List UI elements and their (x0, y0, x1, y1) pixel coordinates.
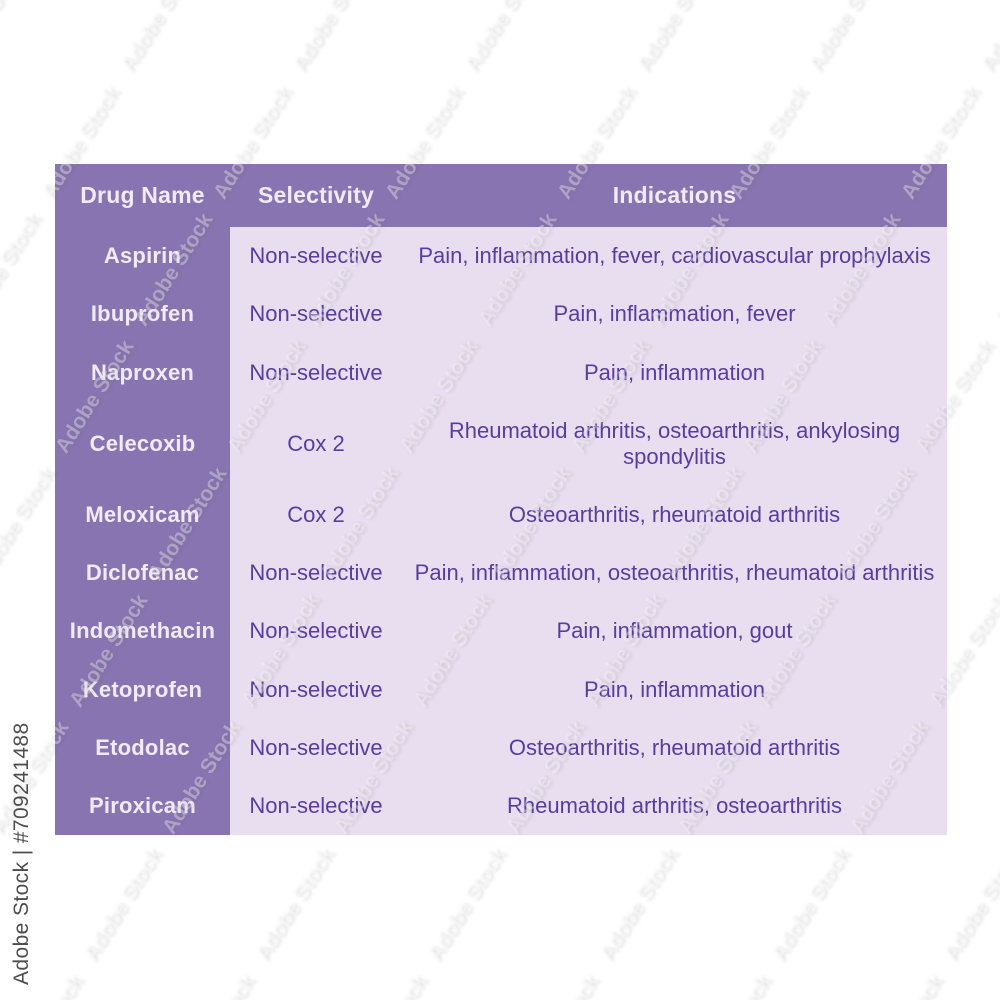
indications-cell: Pain, inflammation, fever (553, 301, 796, 327)
indications-cell: Osteoarthritis, rheumatoid arthritis (508, 734, 841, 760)
watermark-tile: Adobe Stock (288, 0, 376, 77)
drug-name-cell: Ibuprofen (55, 285, 230, 344)
watermark-tile: Adobe Stock (595, 844, 683, 966)
drug-name-cell: Diclofenac (55, 544, 230, 603)
table-row: Celecoxib Cox 2 Rheumatoid arthritis, os… (55, 401, 947, 486)
selectivity-cell: Non-selective (249, 243, 383, 269)
drug-name-cell: Celecoxib (55, 401, 230, 486)
drug-name-cell: Etodolac (55, 718, 230, 777)
watermark-tile: Adobe Stock (460, 0, 548, 77)
watermark-tile: Adobe Stock (423, 844, 511, 966)
watermark-tile: Adobe Stock (79, 844, 167, 966)
selectivity-cell: Non-selective (249, 676, 383, 702)
selectivity-cell: Non-selective (249, 792, 383, 818)
header-cell-selectivity: Selectivity (258, 182, 374, 208)
table-row: Indomethacin Non-selective Pain, inflamm… (55, 602, 947, 661)
watermark-tile: Adobe Stock (990, 209, 1000, 331)
header-cell-indications: Indications (612, 182, 737, 208)
watermark-tile: Adobe Stock (688, 971, 776, 1000)
drug-name-cell: Meloxicam (55, 485, 230, 545)
drug-name-cell: Naproxen (55, 343, 230, 402)
indications-cell: Rheumatoid arthritis, osteoarthritis (506, 792, 843, 818)
selectivity-cell: Non-selective (249, 734, 383, 760)
selectivity-cell: Cox 2 (287, 501, 345, 527)
stock-credit-watermark: Adobe Stock | #709241488 (10, 722, 33, 985)
table-row: Ibuprofen Non-selective Pain, inflammati… (55, 285, 947, 344)
watermark-tile: Adobe Stock (767, 844, 855, 966)
selectivity-cell: Non-selective (249, 618, 383, 644)
selectivity-cell: Non-selective (249, 301, 383, 327)
drug-name-cell: Piroxicam (55, 776, 230, 836)
watermark-tile: Adobe Stock (804, 0, 892, 77)
table-header-row: Drug Name Selectivity Indications (55, 164, 947, 227)
selectivity-cell: Non-selective (249, 560, 383, 586)
table-row: Naproxen Non-selective Pain, inflammatio… (55, 343, 947, 402)
nsaid-drug-table: Drug Name Selectivity Indications Aspiri… (55, 164, 947, 836)
watermark-tile: Adobe Stock (632, 0, 720, 77)
table-row: Diclofenac Non-selective Pain, inflammat… (55, 544, 947, 603)
watermark-tile: Adobe Stock (116, 0, 204, 77)
header-cell-drug-name: Drug Name (80, 182, 205, 208)
indications-cell: Osteoarthritis, rheumatoid arthritis (508, 501, 841, 527)
watermark-tile: Adobe Stock (0, 463, 60, 585)
drug-name-cell: Indomethacin (55, 602, 230, 661)
watermark-tile: Adobe Stock (939, 844, 1000, 966)
watermark-tile: Adobe Stock (0, 209, 46, 331)
watermark-tile: Adobe Stock (516, 971, 604, 1000)
indications-cell: Pain, inflammation, gout (556, 618, 793, 644)
drug-name-cell: Ketoprofen (55, 660, 230, 719)
watermark-tile: Adobe Stock (860, 971, 948, 1000)
table-row: Ketoprofen Non-selective Pain, inflammat… (55, 660, 947, 719)
indications-cell: Pain, inflammation, osteoarthritis, rheu… (414, 560, 935, 586)
table-row: Meloxicam Cox 2 Osteoarthritis, rheumato… (55, 485, 947, 545)
watermark-tile: Adobe Stock (251, 844, 339, 966)
selectivity-cell: Cox 2 (287, 430, 345, 456)
indications-cell: Pain, inflammation, fever, cardiovascula… (418, 243, 931, 269)
indications-cell: Pain, inflammation (584, 676, 765, 702)
drug-name-cell: Aspirin (55, 227, 230, 286)
table-row: Etodolac Non-selective Osteoarthritis, r… (55, 718, 947, 777)
indications-cell: Pain, inflammation (584, 359, 765, 385)
selectivity-cell: Non-selective (249, 359, 383, 385)
watermark-tile: Adobe Stock (976, 0, 1000, 77)
indications-cell: Rheumatoid arthritis, osteoarthritis, an… (448, 417, 901, 469)
watermark-tile: Adobe Stock (344, 971, 432, 1000)
watermark-tile: Adobe Stock (172, 971, 260, 1000)
watermark-tile: Adobe Stock (0, 0, 32, 77)
table-row: Piroxicam Non-selective Rheumatoid arthr… (55, 776, 947, 836)
table-row: Aspirin Non-selective Pain, inflammation… (55, 227, 947, 286)
table-body: Aspirin Non-selective Pain, inflammation… (55, 227, 947, 836)
